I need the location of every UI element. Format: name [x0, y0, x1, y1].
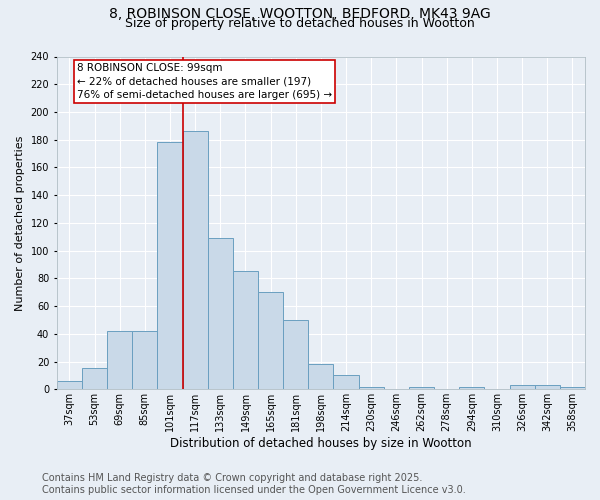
Bar [308, 364, 334, 390]
Bar [157, 142, 182, 390]
Bar [509, 385, 535, 390]
Bar [560, 386, 585, 390]
Bar [132, 331, 157, 390]
Text: Contains HM Land Registry data © Crown copyright and database right 2025.
Contai: Contains HM Land Registry data © Crown c… [42, 474, 466, 495]
Bar [283, 320, 308, 390]
Text: Size of property relative to detached houses in Wootton: Size of property relative to detached ho… [125, 18, 475, 30]
Bar [359, 386, 384, 390]
Bar [233, 272, 258, 390]
Bar [182, 132, 208, 390]
Text: 8, ROBINSON CLOSE, WOOTTON, BEDFORD, MK43 9AG: 8, ROBINSON CLOSE, WOOTTON, BEDFORD, MK4… [109, 8, 491, 22]
X-axis label: Distribution of detached houses by size in Wootton: Distribution of detached houses by size … [170, 437, 472, 450]
Bar [334, 376, 359, 390]
Text: 8 ROBINSON CLOSE: 99sqm
← 22% of detached houses are smaller (197)
76% of semi-d: 8 ROBINSON CLOSE: 99sqm ← 22% of detache… [77, 64, 332, 100]
Bar [57, 381, 82, 390]
Bar [208, 238, 233, 390]
Bar [107, 331, 132, 390]
Bar [535, 385, 560, 390]
Bar [409, 386, 434, 390]
Y-axis label: Number of detached properties: Number of detached properties [15, 135, 25, 310]
Bar [459, 386, 484, 390]
Bar [82, 368, 107, 390]
Bar [258, 292, 283, 390]
